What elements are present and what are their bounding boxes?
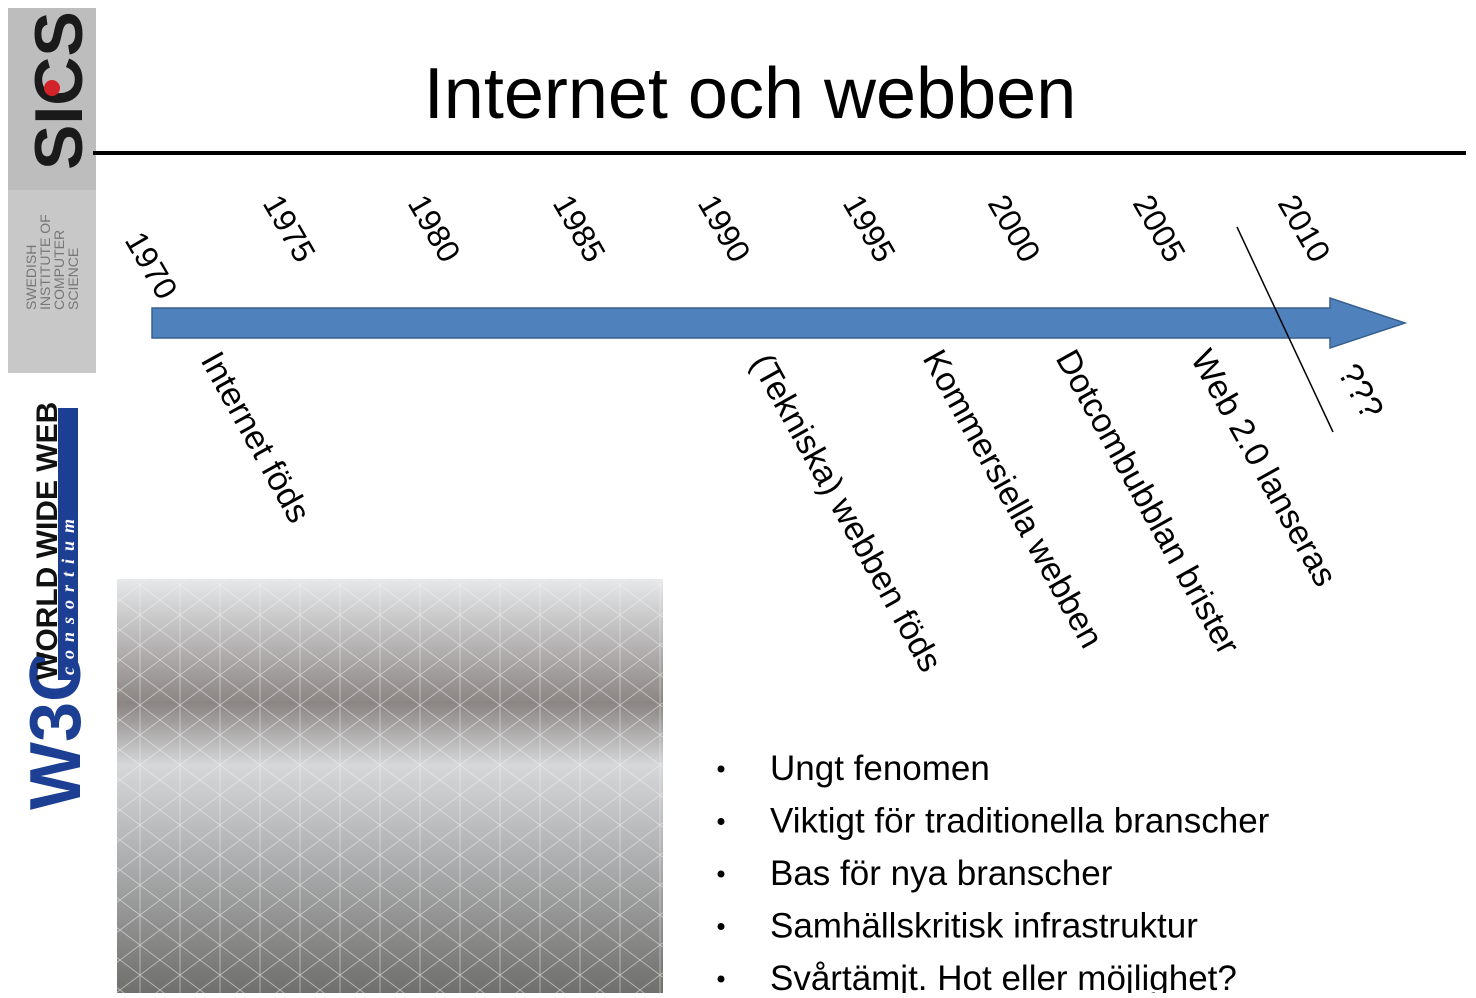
bullet-dot — [718, 818, 725, 825]
slide-title: Internet och webben — [424, 54, 1076, 134]
year-label: 1970 — [118, 226, 185, 306]
w3c-sub: consortium — [58, 511, 78, 675]
bullet-dot — [718, 976, 725, 983]
spiderweb-texture — [117, 579, 663, 993]
slide: SICS SWEDISHINSTITUTE OFCOMPUTERSCIENCE … — [0, 0, 1476, 993]
year-label: 1975 — [256, 189, 323, 269]
event-label: ??? — [1330, 357, 1391, 425]
bullet-text: Svårtämjt. Hot eller möjlighet? — [770, 959, 1237, 993]
bullet-dot — [718, 871, 725, 878]
year-label: 1980 — [401, 189, 468, 269]
bullet-dot — [718, 923, 725, 930]
bullet-text: Bas för nya branscher — [770, 854, 1113, 893]
year-label: 2005 — [1126, 189, 1193, 269]
bullet-text: Samhällskritisk infrastruktur — [770, 907, 1198, 946]
year-label: 1985 — [546, 189, 613, 269]
bullet-text: Viktigt för traditionella branscher — [770, 802, 1270, 841]
year-label: 1990 — [691, 189, 758, 269]
sics-name-line: SCIENCE — [65, 248, 81, 310]
year-label: 1995 — [836, 189, 903, 269]
year-label: 2000 — [981, 189, 1048, 269]
event-label: Internet föds — [193, 345, 318, 529]
event-label: Web 2.0 lanseras — [1183, 343, 1344, 592]
page: SICS SWEDISHINSTITUTE OFCOMPUTERSCIENCE … — [0, 0, 1476, 993]
timeline-arrow — [152, 298, 1405, 348]
event-label: (Tekniska) webben föds — [743, 347, 949, 678]
sics-dot — [44, 80, 60, 96]
bullet-text: Ungt fenomen — [770, 749, 990, 788]
bullet-dot — [718, 766, 725, 773]
year-label: 2010 — [1271, 189, 1338, 269]
